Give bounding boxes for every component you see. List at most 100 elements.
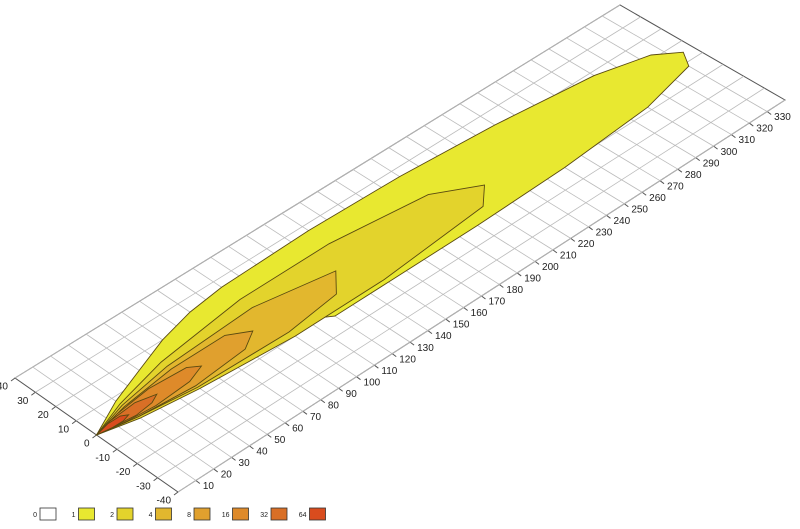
x-tick-label: 250 bbox=[631, 204, 648, 215]
x-tick-label: 260 bbox=[649, 193, 666, 204]
x-tick-label: 120 bbox=[399, 354, 416, 365]
x-tick-label: 240 bbox=[613, 216, 630, 227]
x-tick bbox=[588, 226, 593, 231]
x-tick bbox=[427, 330, 433, 334]
x-tick bbox=[481, 295, 486, 300]
x-tick bbox=[391, 353, 397, 358]
x-tick bbox=[195, 480, 201, 484]
legend-label: 32 bbox=[260, 512, 268, 519]
x-tick-label: 300 bbox=[721, 147, 738, 158]
grid-line bbox=[157, 87, 765, 479]
legend-swatch bbox=[116, 507, 134, 521]
x-tick bbox=[552, 249, 558, 254]
legend-label: 1 bbox=[72, 512, 76, 519]
x-tick-label: 180 bbox=[506, 285, 523, 296]
x-tick-label: 290 bbox=[703, 158, 720, 169]
legend-label: 0 bbox=[33, 512, 37, 519]
x-tick bbox=[534, 261, 540, 265]
grid-line bbox=[14, 4, 621, 379]
legend-label: 2 bbox=[110, 512, 114, 519]
x-tick-label: 70 bbox=[310, 412, 322, 423]
y-tick-label: -40 bbox=[157, 496, 172, 507]
x-tick-label: 210 bbox=[560, 251, 577, 262]
x-tick-label: 170 bbox=[489, 297, 506, 308]
legend-swatch bbox=[270, 507, 288, 521]
y-tick bbox=[112, 448, 118, 453]
contour bbox=[96, 414, 130, 436]
x-tick-label: 150 bbox=[453, 320, 470, 331]
x-tick bbox=[213, 468, 219, 473]
legend-label: 8 bbox=[187, 512, 191, 519]
y-tick-label: 0 bbox=[84, 439, 90, 450]
x-tick bbox=[695, 157, 701, 162]
legend-swatch bbox=[193, 507, 211, 521]
x-tick bbox=[659, 180, 665, 185]
x-tick-label: 100 bbox=[364, 377, 381, 388]
x-tick bbox=[516, 272, 522, 277]
grid-line bbox=[177, 99, 786, 493]
x-tick bbox=[356, 376, 361, 381]
y-tick-label: -30 bbox=[136, 481, 151, 492]
labels: 1020304050607080901001101201301401501601… bbox=[0, 112, 791, 506]
legend-swatch bbox=[232, 507, 249, 521]
x-tick-label: 140 bbox=[435, 331, 452, 342]
legend-swatch bbox=[155, 507, 172, 521]
x-tick bbox=[445, 318, 451, 323]
x-tick bbox=[713, 145, 718, 150]
x-tick bbox=[320, 399, 326, 404]
x-tick-label: 220 bbox=[578, 239, 595, 250]
x-tick-label: 130 bbox=[417, 343, 434, 354]
x-tick-label: 10 bbox=[203, 481, 215, 492]
y-tick bbox=[132, 463, 138, 467]
x-tick bbox=[499, 284, 504, 288]
x-tick bbox=[624, 203, 629, 208]
x-tick bbox=[606, 214, 611, 219]
legend: 0 1 2 4 8 16 32 64 bbox=[33, 507, 326, 521]
x-tick bbox=[409, 341, 415, 346]
x-tick bbox=[731, 134, 736, 138]
x-tick-label: 330 bbox=[774, 112, 791, 123]
x-tick bbox=[374, 364, 379, 369]
x-tick bbox=[570, 237, 576, 242]
x-tick bbox=[302, 410, 308, 415]
x-tick-label: 280 bbox=[685, 170, 702, 181]
x-tick bbox=[231, 457, 236, 461]
y-tick bbox=[51, 406, 57, 410]
x-tick bbox=[641, 191, 647, 196]
legend-swatch bbox=[78, 507, 95, 521]
y-tick bbox=[71, 420, 77, 425]
x-tick-label: 30 bbox=[239, 458, 251, 469]
y-tick-label: 30 bbox=[17, 396, 29, 407]
legend-swatch bbox=[309, 507, 326, 521]
y-tick bbox=[10, 377, 16, 382]
grid-line bbox=[35, 16, 641, 393]
legend-label: 16 bbox=[222, 512, 230, 519]
y-tick bbox=[31, 391, 36, 396]
x-tick-label: 160 bbox=[471, 308, 488, 319]
x-tick bbox=[463, 307, 468, 311]
x-tick-label: 40 bbox=[256, 447, 268, 458]
grid-line bbox=[137, 75, 744, 464]
contours bbox=[95, 51, 690, 437]
legend-label: 4 bbox=[149, 512, 153, 519]
y-tick-label: 40 bbox=[0, 382, 8, 393]
x-tick bbox=[284, 422, 290, 427]
x-tick-label: 20 bbox=[221, 470, 233, 481]
x-tick-label: 270 bbox=[667, 181, 684, 192]
x-tick-label: 200 bbox=[542, 262, 559, 273]
x-tick bbox=[748, 122, 754, 127]
y-tick bbox=[173, 491, 179, 496]
x-tick-label: 190 bbox=[524, 274, 541, 285]
x-tick bbox=[266, 433, 272, 438]
x-tick-label: 80 bbox=[328, 400, 340, 411]
x-tick-label: 320 bbox=[756, 124, 773, 135]
x-tick-label: 310 bbox=[738, 135, 755, 146]
y-tick bbox=[153, 477, 158, 482]
y-tick-label: -10 bbox=[95, 453, 110, 464]
x-tick bbox=[766, 111, 772, 115]
y-tick-label: 10 bbox=[58, 424, 70, 435]
x-tick-label: 110 bbox=[381, 366, 397, 377]
x-tick-label: 90 bbox=[346, 389, 358, 400]
x-tick-label: 50 bbox=[274, 435, 286, 446]
x-tick bbox=[677, 168, 683, 173]
